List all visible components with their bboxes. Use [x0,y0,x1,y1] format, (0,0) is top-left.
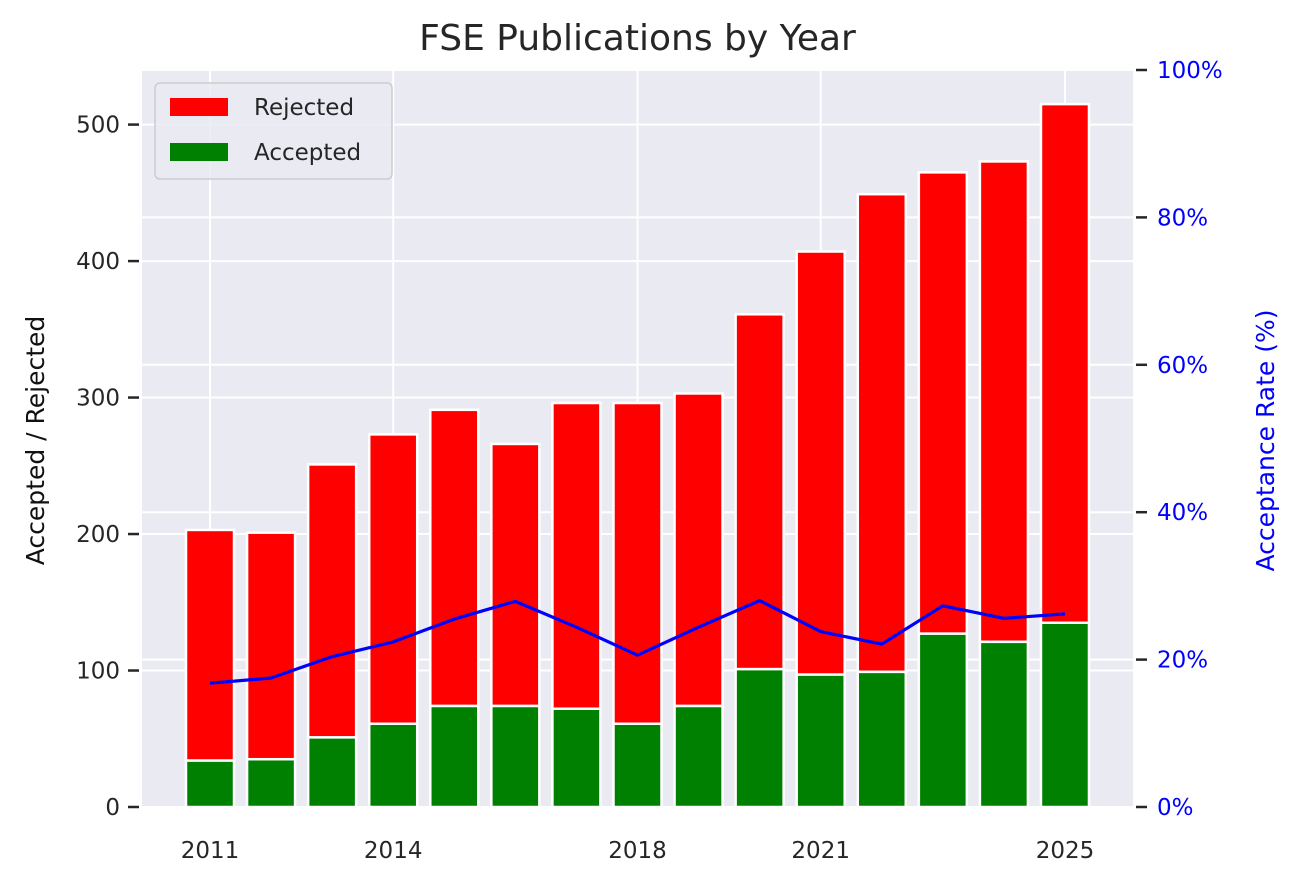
bar-accepted-2024 [978,640,1030,809]
bar-rejected-2020 [734,313,785,671]
legend-swatch-rejected [170,98,228,116]
bar-rejected-2023 [917,171,969,635]
x-tick-label: 2011 [181,838,240,864]
bar-rejected-2022 [856,192,908,674]
x-axis: 2011 2014 2018 2021 2025 [181,838,1095,864]
chart-title: FSE Publications by Year [419,18,856,59]
y-axis-label: Accepted / Rejected [21,316,50,566]
bar-rejected-2021 [795,250,846,676]
bar-rejected-2017 [551,401,602,710]
bar-accepted-2020 [734,667,785,809]
bar-rejected-2024 [978,160,1030,644]
bar-rejected-2013 [306,463,358,739]
left-tick-label: 300 [76,386,120,412]
right-tick-label: 80% [1157,205,1208,231]
bar-rejected-2014 [367,433,419,725]
left-tick-label: 400 [76,249,120,275]
right-axis: 0% 20% 40% 60% 80% 100% [1136,58,1223,821]
bar-accepted-2022 [856,670,908,809]
left-tick-label: 100 [76,659,120,685]
bar-accepted-2016 [490,704,541,809]
bar-accepted-2021 [795,673,846,809]
bar-rejected-2016 [490,442,541,708]
y2-axis-label: Acceptance Rate (%) [1251,310,1280,572]
x-tick-label: 2021 [791,838,850,864]
right-tick-label: 60% [1157,353,1208,379]
bar-rejected-2012 [245,531,297,761]
bar-rejected-2018 [612,401,663,725]
right-tick-label: 40% [1157,500,1208,526]
acceptance-rate-polyline [209,599,1066,685]
bar-accepted-2017 [551,707,602,809]
x-tick-label: 2018 [608,838,667,864]
legend-label-rejected: Rejected [254,95,354,121]
x-tick-label: 2014 [364,838,423,864]
left-tick-label: 0 [105,795,120,821]
left-axis: 0 100 200 300 400 500 [76,113,139,821]
bar-rejected-2019 [673,392,724,708]
right-tick-label: 100% [1157,58,1223,84]
acceptance-rate-line [209,599,1066,685]
bar-accepted-2025 [1039,621,1091,809]
right-tick-label: 0% [1157,795,1194,821]
left-tick-label: 500 [76,113,120,139]
legend-swatch-accepted [170,143,228,161]
bar-accepted-2019 [673,704,724,809]
bar-accepted-2013 [306,736,358,809]
bar-rejected-2025 [1039,102,1091,625]
legend: Rejected Accepted [154,82,393,180]
left-tick-label: 200 [76,522,120,548]
x-tick-label: 2025 [1036,838,1095,864]
bar-accepted-2011 [184,759,236,809]
bar-accepted-2018 [612,722,663,809]
legend-label-accepted: Accepted [254,140,361,166]
bar-accepted-2012 [245,757,297,809]
bar-accepted-2014 [367,722,419,809]
right-tick-label: 20% [1157,648,1208,674]
bar-rejected-2015 [429,408,480,708]
bar-rejected-2011 [184,528,236,762]
bar-accepted-2015 [429,704,480,809]
bars [184,102,1091,809]
bar-accepted-2023 [917,632,969,809]
